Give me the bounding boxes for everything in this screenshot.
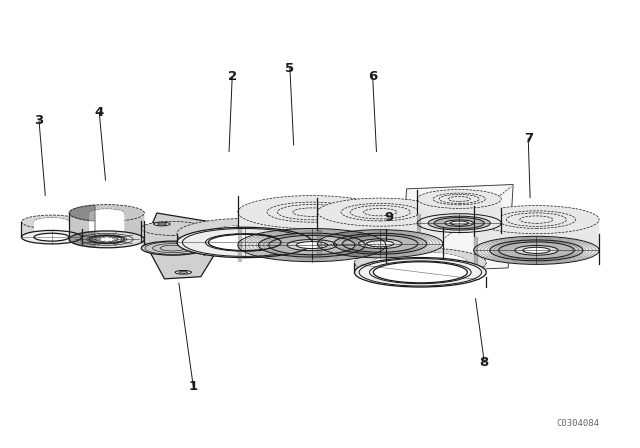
Text: 1: 1 (189, 380, 198, 393)
Polygon shape (141, 221, 204, 255)
Ellipse shape (523, 247, 550, 254)
Ellipse shape (141, 241, 204, 255)
Polygon shape (177, 219, 312, 258)
Text: 6: 6 (368, 70, 378, 83)
Ellipse shape (179, 271, 188, 273)
Ellipse shape (445, 220, 474, 226)
Ellipse shape (355, 258, 486, 287)
Ellipse shape (296, 241, 328, 249)
Polygon shape (474, 206, 599, 264)
Polygon shape (317, 198, 443, 258)
Polygon shape (145, 213, 218, 279)
Ellipse shape (373, 262, 467, 283)
Ellipse shape (417, 214, 501, 233)
Polygon shape (401, 185, 513, 272)
Text: 5: 5 (285, 62, 294, 75)
Ellipse shape (490, 240, 583, 261)
Text: 7: 7 (524, 132, 532, 145)
Text: 4: 4 (95, 106, 104, 119)
Ellipse shape (333, 233, 427, 254)
Ellipse shape (367, 241, 394, 247)
Ellipse shape (428, 216, 490, 230)
Polygon shape (373, 252, 467, 283)
Polygon shape (69, 205, 95, 247)
Ellipse shape (34, 233, 69, 241)
Text: 3: 3 (35, 114, 44, 127)
Ellipse shape (198, 230, 214, 234)
Ellipse shape (269, 235, 355, 255)
Text: 9: 9 (385, 211, 394, 224)
Polygon shape (89, 209, 124, 243)
Ellipse shape (154, 222, 170, 226)
Polygon shape (417, 190, 501, 233)
Polygon shape (355, 248, 486, 287)
Polygon shape (238, 196, 386, 262)
Text: C0304084: C0304084 (556, 419, 599, 428)
Ellipse shape (89, 236, 124, 243)
Ellipse shape (209, 234, 281, 250)
Ellipse shape (69, 231, 145, 248)
Polygon shape (69, 205, 145, 248)
Ellipse shape (175, 271, 191, 274)
Ellipse shape (434, 217, 484, 229)
Polygon shape (22, 215, 82, 244)
Ellipse shape (287, 240, 337, 250)
Ellipse shape (450, 221, 468, 225)
Ellipse shape (157, 223, 166, 225)
Ellipse shape (177, 227, 312, 258)
Ellipse shape (238, 228, 386, 262)
Ellipse shape (474, 236, 599, 264)
Polygon shape (209, 225, 281, 250)
Text: 2: 2 (228, 70, 237, 83)
Ellipse shape (202, 231, 211, 233)
Ellipse shape (317, 230, 443, 258)
Ellipse shape (515, 246, 558, 255)
Ellipse shape (342, 235, 418, 252)
Ellipse shape (259, 233, 365, 257)
Ellipse shape (499, 242, 574, 259)
Ellipse shape (22, 230, 82, 244)
Text: 8: 8 (480, 356, 489, 369)
Ellipse shape (358, 239, 402, 249)
Polygon shape (34, 218, 69, 241)
